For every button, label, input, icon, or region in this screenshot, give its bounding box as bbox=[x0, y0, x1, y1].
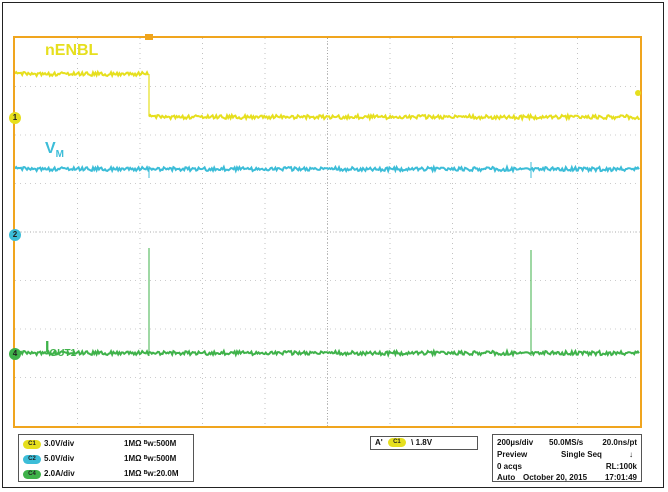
ch4-ground-marker[interactable]: 4 bbox=[9, 348, 21, 360]
channel-scale: 5.0V/div bbox=[44, 454, 75, 463]
channel-badge: C2 bbox=[23, 454, 41, 464]
date: October 20, 2015 bbox=[523, 473, 588, 482]
sample-rate: 50.0MS/s bbox=[549, 438, 584, 447]
channel-badge: C1 bbox=[23, 439, 41, 449]
ch1-ground-marker[interactable]: 1 bbox=[9, 112, 21, 124]
iout1-trace bbox=[15, 347, 640, 358]
trigger-position-marker[interactable] bbox=[145, 34, 153, 40]
iout1-trace-label: IOUT1 bbox=[45, 339, 77, 360]
timebase: 200µs/div bbox=[497, 438, 534, 447]
acquisition-panel[interactable]: 200µs/div 50.0MS/s 20.0ns/pt Preview Sin… bbox=[492, 434, 642, 482]
channel-badge: C4 bbox=[23, 469, 41, 479]
nenbl-trace-high bbox=[15, 69, 150, 79]
channel-impedance: 1MΩ ᴮw:500M bbox=[124, 454, 177, 463]
channel-impedance: 1MΩ ᴮw:500M bbox=[124, 439, 177, 448]
acq-row-date: Auto October 20, 2015 17:01:49 bbox=[497, 472, 637, 484]
trigger-level: 1.8V bbox=[415, 438, 433, 447]
trigger-settings[interactable]: A' C1 \ 1.8V bbox=[370, 436, 478, 450]
channel-impedance: 1MΩ ᴮw:20.0M bbox=[124, 469, 179, 478]
channel-row-c4[interactable]: C4 2.0A/div 1MΩ ᴮw:20.0M bbox=[23, 467, 179, 481]
channel-settings-panel[interactable]: C1 3.0V/div 1MΩ ᴮw:500M C2 5.0V/div 1MΩ ᴮw:5… bbox=[18, 434, 194, 482]
vm-trace bbox=[15, 163, 640, 174]
trigger-slope-icon: \ bbox=[411, 438, 414, 447]
acq-row-count: 0 acqs RL:100k bbox=[497, 461, 637, 473]
nenbl-trace-label: nENBL bbox=[45, 42, 99, 59]
ch2-ground-marker[interactable]: 2 bbox=[9, 229, 21, 241]
record-length: RL:100k bbox=[605, 462, 637, 471]
acq-state: Preview bbox=[497, 450, 528, 459]
trigger-mode-icon: A' bbox=[375, 438, 383, 447]
seq-mode: Single Seq bbox=[561, 450, 602, 459]
channel-scale: 3.0V/div bbox=[44, 439, 75, 448]
vm-trace-label: VM bbox=[45, 140, 65, 161]
waveform-grid bbox=[15, 38, 640, 426]
nenbl-trace-low bbox=[148, 112, 640, 122]
resolution: 20.0ns/pt bbox=[602, 438, 637, 447]
acq-count: 0 acqs bbox=[497, 462, 522, 471]
acq-row-state: Preview Single Seq ↓ bbox=[497, 449, 637, 461]
trigger-mode: Auto bbox=[497, 473, 516, 482]
time: 17:01:49 bbox=[604, 473, 637, 482]
channel-scale: 2.0A/div bbox=[44, 469, 75, 478]
channel-row-c1[interactable]: C1 3.0V/div 1MΩ ᴮw:500M bbox=[23, 437, 176, 451]
status-bar: C1 3.0V/div 1MΩ ᴮw:500M C2 5.0V/div 1MΩ ᴮw:5… bbox=[13, 434, 642, 485]
trigger-channel-badge: C1 bbox=[387, 438, 406, 448]
channel-row-c2[interactable]: C2 5.0V/div 1MΩ ᴮw:500M bbox=[23, 452, 176, 466]
oscilloscope-frame: nENBL VM IOUT1 1 2 4 C1 3.0V/div 1MΩ ᴮw:50… bbox=[2, 2, 664, 488]
waveform-display[interactable]: nENBL VM IOUT1 1 2 4 bbox=[9, 34, 642, 428]
trigger-level-marker[interactable] bbox=[635, 90, 641, 96]
acq-row-timebase: 200µs/div 50.0MS/s 20.0ns/pt bbox=[497, 437, 637, 449]
down-arrow-icon: ↓ bbox=[629, 450, 633, 459]
